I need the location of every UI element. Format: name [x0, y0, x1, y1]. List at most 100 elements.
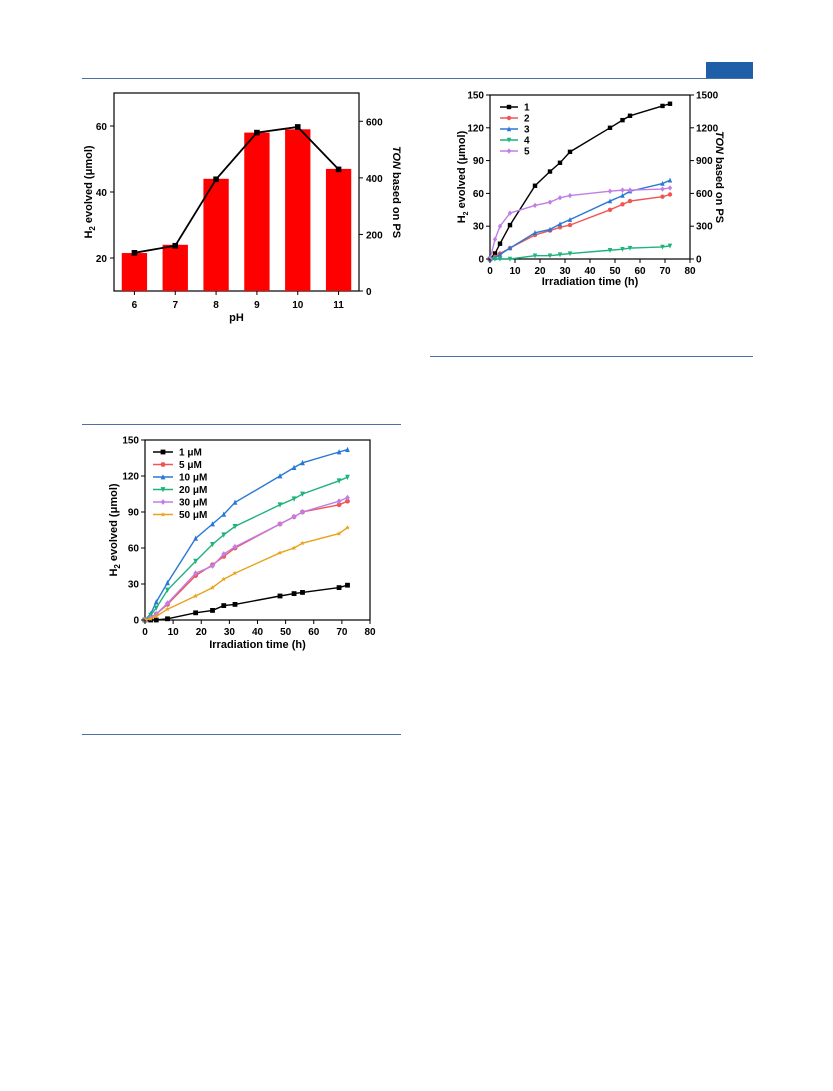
x-tick-label: 30 — [224, 627, 236, 638]
data-point — [221, 576, 227, 582]
data-point — [667, 177, 673, 183]
data-point — [667, 101, 673, 106]
data-point — [492, 256, 498, 262]
x-axis-label: Irradiation time (h) — [542, 276, 639, 288]
data-point — [193, 593, 199, 599]
ph-bar-chart: 20 40 60 0 200 400 600 6 7 8 9 10 11 pH H2 evolved… — [83, 92, 402, 324]
data-point — [232, 543, 238, 550]
plot-frame — [489, 94, 691, 260]
legend-label: 2 — [524, 114, 530, 125]
data-point — [221, 603, 227, 608]
y-tick-label: 60 — [473, 189, 485, 200]
data-point — [345, 525, 350, 530]
y2-tick-label: 600 — [696, 189, 713, 200]
ton-line — [134, 125, 340, 254]
data-point — [567, 149, 573, 155]
x-tick-label: 40 — [584, 266, 596, 277]
data-point — [345, 498, 350, 504]
section-rule-left-bottom — [82, 734, 401, 735]
journal-badge — [706, 62, 753, 78]
data-point — [336, 478, 342, 484]
data-point — [336, 531, 342, 536]
concentration-line-chart: 0 30 60 90 120 150 0 10 20 30 40 50 60 70 80 1 μM5 μM… — [108, 436, 376, 652]
y2-axis-label: TON based on PS — [713, 131, 725, 223]
data-point — [532, 183, 538, 188]
series-line — [489, 187, 671, 260]
data-point — [300, 509, 305, 515]
ton-point — [131, 250, 138, 256]
data-point — [193, 610, 199, 616]
data-point — [291, 464, 297, 470]
data-point — [507, 210, 513, 216]
data-point — [557, 195, 563, 201]
y-tick-label: 150 — [467, 91, 484, 102]
legend-label: 3 — [524, 125, 530, 136]
data-point — [277, 502, 283, 508]
y-tick-label: 40 — [96, 188, 108, 199]
data-point — [667, 243, 673, 249]
data-point — [660, 180, 665, 186]
data-point — [291, 513, 297, 520]
header-rule — [82, 78, 753, 79]
data-point — [667, 185, 673, 191]
legend-label: 20 μM — [179, 485, 207, 496]
data-point — [532, 202, 538, 209]
data-point — [153, 613, 159, 619]
data-point — [667, 192, 673, 197]
data-point — [620, 192, 625, 198]
x-tick-label: 7 — [172, 300, 178, 311]
y-tick-label: 30 — [473, 222, 485, 233]
legend-label: 10 μM — [179, 473, 207, 484]
ton-point — [254, 129, 260, 136]
data-point — [277, 473, 283, 479]
data-point — [627, 198, 633, 204]
data-point — [277, 550, 283, 555]
x-tick-label: 60 — [308, 627, 320, 638]
y-tick-label: 0 — [133, 616, 139, 627]
x-tick-label: 20 — [534, 266, 546, 277]
y-tick-label: 0 — [478, 255, 484, 266]
y2-tick-label: 300 — [696, 222, 713, 233]
x-tick-label: 70 — [336, 627, 348, 638]
y-tick-label: 60 — [96, 122, 108, 133]
data-point — [336, 585, 342, 590]
data-point — [532, 230, 538, 235]
x-tick-label: 9 — [254, 300, 260, 311]
x-axis-label: Irradiation time (h) — [209, 639, 306, 651]
bar — [162, 244, 188, 291]
legend-marker — [506, 148, 512, 154]
y-tick-label: 60 — [128, 544, 140, 555]
data-point — [660, 186, 665, 192]
y2-tick-label: 1500 — [696, 91, 719, 102]
y-tick-label: 30 — [128, 580, 140, 591]
data-point — [232, 570, 238, 576]
x-tick-label: 60 — [634, 266, 646, 277]
data-point — [497, 251, 503, 257]
data-point — [557, 160, 563, 165]
y2-tick-label: 0 — [696, 255, 702, 266]
data-point — [660, 194, 665, 199]
series-line — [489, 193, 671, 260]
data-point — [607, 207, 613, 212]
y-tick-label: 20 — [96, 254, 108, 265]
data-point — [547, 199, 553, 205]
data-point — [620, 187, 625, 193]
data-point — [547, 226, 553, 232]
bar — [244, 132, 270, 291]
legend-marker — [160, 449, 166, 455]
legend-marker — [506, 126, 512, 132]
y2-tick-label: 400 — [366, 174, 383, 185]
data-point — [193, 535, 199, 541]
x-tick-label: 11 — [333, 300, 344, 311]
series-line — [490, 245, 671, 260]
y-tick-label: 90 — [473, 156, 485, 167]
data-point — [165, 587, 170, 593]
data-point — [148, 616, 154, 621]
legend-marker — [160, 499, 166, 505]
data-point — [547, 169, 553, 174]
y-axis-label: H2 evolved (μmol) — [456, 130, 470, 223]
x-tick-label: 80 — [684, 266, 696, 277]
data-point — [210, 542, 215, 548]
bar — [203, 178, 229, 291]
